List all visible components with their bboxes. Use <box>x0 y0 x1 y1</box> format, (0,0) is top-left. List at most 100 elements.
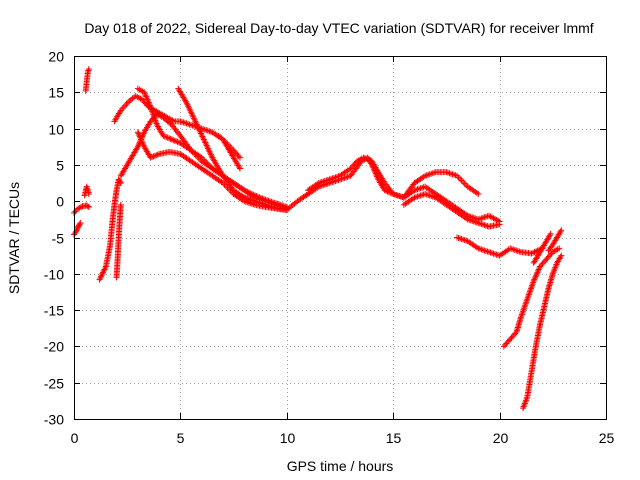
data-point <box>146 100 153 107</box>
data-point <box>540 259 547 266</box>
data-point <box>505 337 512 344</box>
data-point <box>164 134 171 141</box>
x-tick-label: 25 <box>599 430 615 446</box>
data-point <box>502 341 509 348</box>
data-point <box>168 136 175 143</box>
data-point <box>509 333 516 340</box>
data-point <box>117 178 124 185</box>
data-point <box>231 148 238 155</box>
series-track-afternoon-mid <box>400 190 503 230</box>
y-tick-label: -5 <box>52 231 65 247</box>
data-point <box>236 154 243 161</box>
data-point <box>76 221 83 228</box>
data-point <box>135 142 142 149</box>
series-early-spike <box>82 66 92 94</box>
data-point <box>143 95 150 102</box>
data-point <box>140 130 147 137</box>
x-tick-label: 5 <box>177 430 185 446</box>
data-point <box>361 155 368 162</box>
data-point <box>98 272 105 279</box>
data-point <box>537 263 544 270</box>
y-axis-label: SDTVAR / TECUs <box>6 182 22 294</box>
y-tick-label: -10 <box>44 267 64 283</box>
data-point <box>503 340 510 347</box>
data-point <box>535 266 542 273</box>
data-point <box>167 135 174 142</box>
data-point <box>538 262 545 269</box>
series-track-6h-arc <box>215 132 243 172</box>
y-tick-label: -15 <box>44 303 64 319</box>
series-early-flat <box>71 202 92 216</box>
data-point <box>85 67 92 74</box>
data-point <box>97 275 104 282</box>
data-point <box>364 156 371 163</box>
data-points <box>71 66 565 412</box>
data-point <box>99 270 106 277</box>
data-point <box>161 133 168 140</box>
data-point <box>85 190 92 197</box>
x-tick-label: 15 <box>386 430 402 446</box>
data-point <box>547 230 554 237</box>
data-point <box>117 201 124 208</box>
series-early-short <box>81 183 92 199</box>
data-point <box>72 208 79 215</box>
data-point <box>500 343 507 350</box>
data-point <box>150 153 157 160</box>
data-point <box>507 336 514 343</box>
data-point <box>74 226 81 233</box>
data-point <box>133 145 140 152</box>
data-point <box>146 102 153 109</box>
data-point <box>145 98 152 105</box>
data-point <box>166 135 173 142</box>
data-point <box>154 151 161 158</box>
x-tick-label: 10 <box>280 430 296 446</box>
data-point <box>147 154 154 161</box>
series-rise-from-negative <box>96 176 124 283</box>
data-point <box>100 267 107 274</box>
x-tick-label: 20 <box>493 430 509 446</box>
data-point <box>558 252 565 259</box>
data-point <box>163 134 170 141</box>
data-point <box>546 232 553 239</box>
y-tick-label: 0 <box>56 194 64 210</box>
data-point <box>141 90 148 97</box>
data-point <box>138 136 145 143</box>
data-point <box>234 151 241 158</box>
data-point <box>381 187 388 194</box>
series-track-late-upper <box>530 230 554 266</box>
data-point <box>235 153 242 160</box>
data-point <box>147 118 154 125</box>
data-point <box>170 137 177 144</box>
data-point <box>139 139 146 146</box>
data-point <box>144 96 151 103</box>
series-drop-near-2h <box>113 201 124 281</box>
data-point <box>171 137 178 144</box>
data-point <box>556 245 563 252</box>
y-tick-label: 15 <box>48 85 64 101</box>
series-track-late-end <box>545 227 565 254</box>
y-tick-label: -20 <box>44 339 64 355</box>
data-point <box>504 339 511 346</box>
data-point <box>102 264 109 271</box>
data-point <box>360 154 367 161</box>
data-point <box>140 142 147 149</box>
data-point <box>75 205 82 212</box>
x-axis-label: GPS time / hours <box>287 458 394 474</box>
data-point <box>160 132 167 139</box>
x-tick-label: 0 <box>71 430 79 446</box>
data-point <box>117 180 124 187</box>
data-point <box>153 152 160 159</box>
data-point <box>139 96 146 103</box>
data-point <box>547 251 554 258</box>
data-point <box>557 228 564 235</box>
data-point <box>76 204 83 211</box>
data-point <box>475 190 482 197</box>
data-point <box>348 164 355 171</box>
data-point <box>531 275 538 282</box>
data-point <box>134 129 141 136</box>
data-point <box>531 276 538 283</box>
y-tick-label: 5 <box>56 158 64 174</box>
y-tick-label: 20 <box>48 49 64 65</box>
data-point <box>535 267 542 274</box>
